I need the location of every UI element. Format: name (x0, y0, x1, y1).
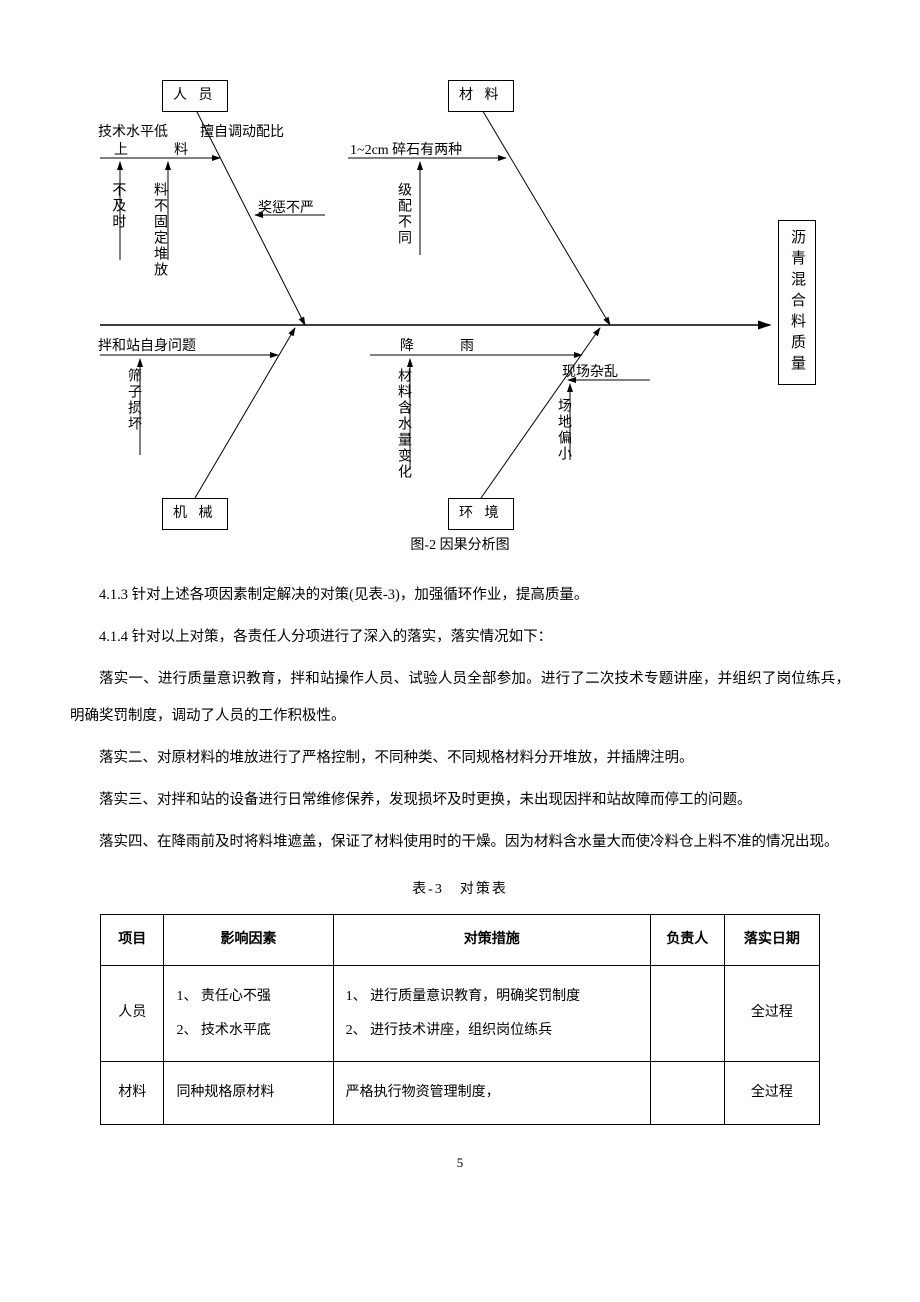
label-stone-two: 1~2cm 碎石有两种 (350, 140, 462, 162)
table-caption: 表-3 对策表 (70, 879, 850, 901)
para-impl2: 落实二、对原材料的堆放进行了严格控制，不同种类、不同规格材料分开堆放，并插牌注明… (70, 740, 850, 778)
page-number: 5 (70, 1153, 850, 1174)
th-date: 落实日期 (724, 914, 819, 965)
cell-measures: 严格执行物资管理制度， (333, 1062, 650, 1125)
label-sieve-damage: 筛子损坏 (126, 368, 144, 432)
measure-line: 严格执行物资管理制度， (346, 1076, 642, 1110)
cell-measures: 1、 进行质量意识教育，明确奖罚制度 2、 进行技术讲座，组织岗位练兵 (333, 965, 650, 1061)
strategy-table: 项目 影响因素 对策措施 负责人 落实日期 人员 1、 责任心不强 2、 技术水… (100, 914, 820, 1125)
para-413: 4.1.3 针对上述各项因素制定解决的对策(见表-3)，加强循环作业，提高质量。 (70, 577, 850, 615)
table-header-row: 项目 影响因素 对策措施 负责人 落实日期 (101, 914, 820, 965)
table-row: 人员 1、 责任心不强 2、 技术水平底 1、 进行质量意识教育，明确奖罚制度 … (101, 965, 820, 1061)
label-adjust-ratio: 擅自调动配比 (200, 122, 284, 144)
cell-project: 人员 (101, 965, 164, 1061)
label-mix-station: 拌和站自身问题 (98, 336, 196, 358)
cell-factors: 1、 责任心不强 2、 技术水平底 (164, 965, 333, 1061)
measure-line: 1、 进行质量意识教育，明确奖罚制度 (346, 980, 642, 1014)
cell-owner (650, 1062, 724, 1125)
factor-line: 同种规格原材料 (176, 1076, 324, 1110)
fishbone-box-machine: 机 械 (162, 498, 228, 530)
para-impl3: 落实三、对拌和站的设备进行日常维修保养，发现损坏及时更换，未出现因拌和站故障而停… (70, 782, 850, 820)
fishbone-diagram: 人 员 材 料 机 械 环 境 沥青混合料质量 技术水平低 擅自调动配比 上 料… (70, 80, 850, 520)
label-site-small: 场地偏小 (556, 398, 574, 462)
th-factor: 影响因素 (164, 914, 333, 965)
th-owner: 负责人 (650, 914, 724, 965)
th-measure: 对策措施 (333, 914, 650, 965)
label-site-messy: 现场杂乱 (562, 362, 618, 384)
label-not-timely: 不及时 (106, 182, 128, 230)
fishbone-box-person: 人 员 (162, 80, 228, 112)
para-impl4: 落实四、在降雨前及时将料堆遮盖，保证了材料使用时的干燥。因为材料含水量大而使冷料… (70, 824, 850, 862)
para-414: 4.1.4 针对以上对策，各责任人分项进行了深入的落实，落实情况如下： (70, 619, 850, 657)
para-impl1: 落实一、进行质量意识教育，拌和站操作人员、试验人员全部参加。进行了二次技术专题讲… (70, 661, 850, 736)
table-row: 材料 同种规格原材料 严格执行物资管理制度， 全过程 (101, 1062, 820, 1125)
fishbone-result-box: 沥青混合料质量 (778, 220, 816, 385)
label-feed: 上 料 (114, 140, 194, 162)
label-rain: 降 雨 (400, 336, 480, 358)
label-not-fixed: 料不固定堆放 (152, 182, 170, 278)
fishbone-box-environment: 环 境 (448, 498, 514, 530)
label-grade-diff: 级配不同 (396, 182, 414, 246)
factor-line: 1、 责任心不强 (176, 980, 324, 1014)
th-project: 项目 (101, 914, 164, 965)
diagram-caption: 图-2 因果分析图 (70, 535, 850, 557)
fishbone-box-material: 材 料 (448, 80, 514, 112)
cell-project: 材料 (101, 1062, 164, 1125)
cell-factors: 同种规格原材料 (164, 1062, 333, 1125)
label-reward-lax: 奖惩不严 (258, 198, 314, 220)
label-moisture-change: 材料含水量变化 (396, 368, 414, 480)
factor-line: 2、 技术水平底 (176, 1014, 324, 1048)
cell-date: 全过程 (724, 1062, 819, 1125)
cell-date: 全过程 (724, 965, 819, 1061)
cell-owner (650, 965, 724, 1061)
measure-line: 2、 进行技术讲座，组织岗位练兵 (346, 1014, 642, 1048)
